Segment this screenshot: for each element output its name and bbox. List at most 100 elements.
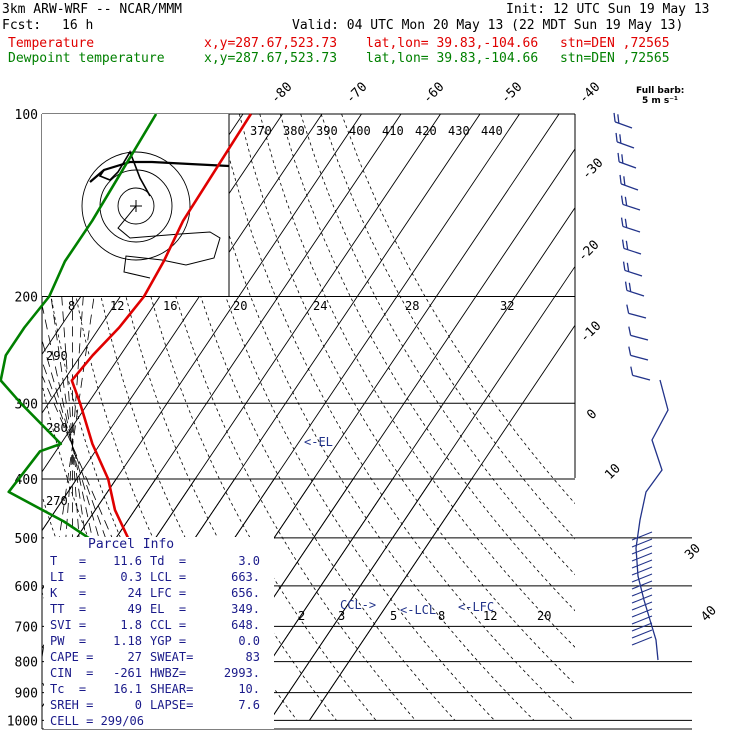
parcel-key: PW = <box>50 634 87 648</box>
isotherm-label-top: -40 <box>576 80 603 107</box>
isotherm-label-top: -60 <box>420 80 447 107</box>
parcel-cell: CELL = 299/06 <box>50 714 144 728</box>
barb-staff <box>630 334 649 341</box>
station-readout-2: stn=DEN ,72565 <box>560 51 670 66</box>
hodograph-ring <box>117 187 155 225</box>
isotherm-label-right: -30 <box>579 156 606 183</box>
wind-barb <box>617 152 637 169</box>
dry-adiabat <box>136 114 416 721</box>
barb-staff <box>622 225 641 233</box>
lcl-marker: <-LCL <box>400 603 436 617</box>
barb-flag <box>613 112 616 122</box>
latlon-readout: lat,lon= 39.83,-104.66 <box>366 36 539 51</box>
parcel-info-title: Parcel Info <box>88 537 175 552</box>
parcel-key2: LCL = <box>150 570 187 584</box>
low-level-barb <box>631 615 653 625</box>
low-level-barb <box>631 622 653 632</box>
isotherm-label-right: 30 <box>682 541 704 563</box>
parcel-key2: Td = <box>150 554 187 568</box>
valid-time: Valid: 04 UTC Mon 20 May 13 (22 MDT Sun … <box>292 18 684 33</box>
pressure-label: 700 <box>15 620 38 635</box>
dry-adiabat <box>259 114 575 648</box>
parcel-row: TT = 49 EL = 349. <box>44 601 274 617</box>
dry-adiabat <box>341 114 575 505</box>
parcel-key2: YGP = <box>150 634 187 648</box>
theta-label: 430 <box>448 124 470 138</box>
theta-left-label: 290 <box>46 349 68 363</box>
barb-staff <box>622 203 641 211</box>
barb-staff <box>628 312 647 319</box>
barb-flag <box>623 176 626 186</box>
wind-barb <box>622 261 643 277</box>
pressure-label: 100 <box>15 108 38 123</box>
mixing-ratio-label: 8 <box>438 609 445 623</box>
dry-adiabat <box>177 114 495 721</box>
low-level-barb <box>631 552 653 562</box>
parcel-row: SVI = 1.8 CCL = 648. <box>44 617 274 633</box>
parcel-value2: 10. <box>238 682 260 696</box>
pressure-label: 200 <box>15 291 38 306</box>
parcel-value2: 7.6 <box>238 698 260 712</box>
parcel-row: T = 11.6 Td = 3.0 <box>44 553 274 569</box>
low-level-barb <box>631 587 653 597</box>
parcel-info-panel: Parcel Info T = 11.6 Td = 3.0 LI = 0.3 LCL = 66… <box>44 537 274 729</box>
parcel-value: 11.6 <box>113 554 142 568</box>
low-level-barb <box>631 629 653 639</box>
parcel-value: 1.8 <box>120 618 142 632</box>
fcst-hours: 16 h <box>62 18 94 33</box>
isotherm-line <box>42 114 323 532</box>
hodograph-speed-label: 32 <box>500 299 514 313</box>
barb-flag <box>621 154 624 164</box>
parcel-key: K = <box>50 586 87 600</box>
hodograph-speed-label: 20 <box>233 299 247 313</box>
hodograph-ring <box>81 151 191 261</box>
temperature-legend: Temperature <box>8 36 95 51</box>
parcel-key2: SWEAT= <box>150 650 194 664</box>
parcel-row: LI = 0.3 LCL = 663. <box>44 569 274 585</box>
barb-flag <box>624 196 628 206</box>
barb-flag <box>621 239 625 249</box>
parcel-key2: CCL = <box>150 618 187 632</box>
low-level-barb <box>631 573 653 583</box>
theta-label: 420 <box>415 124 437 138</box>
isotherm-line <box>309 478 473 721</box>
isotherm-label-top: -70 <box>343 80 370 107</box>
isotherm-label-right: 10 <box>602 461 624 483</box>
pressure-label: 1000 <box>7 714 38 729</box>
barb-flag <box>619 174 622 184</box>
barb-legend-line1: Full barb: <box>636 86 685 96</box>
parcel-value2: 2993. <box>223 666 260 680</box>
parcel-value: 16.1 <box>113 682 142 696</box>
parcel-value2: 656. <box>231 586 260 600</box>
barb-flag <box>628 282 632 292</box>
parcel-key: T = <box>50 554 87 568</box>
pressure-label: 900 <box>15 687 38 702</box>
latlon-readout-2: lat,lon= 39.83,-104.66 <box>366 51 539 66</box>
pressure-label: 600 <box>15 580 38 595</box>
hodograph-speed-label: 28 <box>405 299 419 313</box>
barb-flag <box>620 217 624 227</box>
dry-adiabat <box>95 114 337 721</box>
dewpoint-legend: Dewpoint temperature <box>8 51 165 66</box>
el-marker: <-EL <box>304 435 333 449</box>
hodograph-speed-label: 24 <box>313 299 327 313</box>
parcel-value: 24 <box>127 586 142 600</box>
hodograph-speed-label: 16 <box>163 299 177 313</box>
isotherm-line <box>269 478 434 721</box>
parcel-value2: 663. <box>231 570 260 584</box>
wind-barb <box>628 326 649 341</box>
wind-barb <box>613 112 633 129</box>
parcel-key: SREH = <box>50 698 94 712</box>
isotherm-label-right: 40 <box>698 603 720 625</box>
wind-barb <box>626 304 647 319</box>
parcel-key: SVI = <box>50 618 87 632</box>
theta-label: 380 <box>283 124 305 138</box>
wind-barb <box>628 346 649 361</box>
mixing-ratio-label: 3 <box>338 609 345 623</box>
barb-flag <box>622 261 626 271</box>
parcel-value: 1.18 <box>113 634 142 648</box>
mixing-ratio-label: 12 <box>483 609 497 623</box>
theta-left-label: 280 <box>46 421 68 435</box>
isotherm-line <box>230 478 394 721</box>
parcel-key: CAPE = <box>50 650 94 664</box>
